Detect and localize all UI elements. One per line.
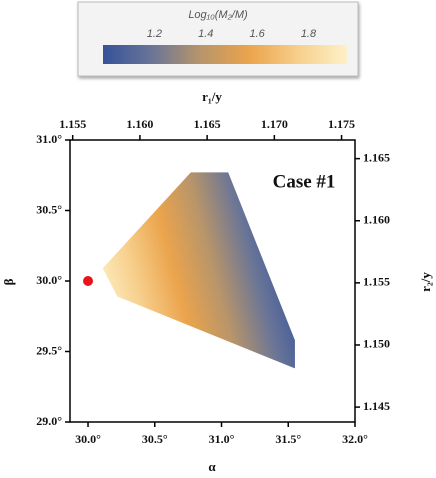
y-tick-label: 30.0°	[36, 273, 62, 287]
x2-tick-label: 1.160	[126, 117, 153, 131]
x-tick-label: 31.0°	[209, 432, 235, 446]
y-tick-label: 30.5°	[36, 202, 62, 216]
x2-tick-label: 1.155	[59, 117, 86, 131]
x-tick-label: 31.5°	[275, 432, 301, 446]
y2-tick-label: 1.150	[363, 337, 390, 351]
colorbar-tick-label: 1.2	[147, 28, 162, 40]
y2-tick-label: 1.165	[363, 150, 390, 164]
region	[102, 172, 295, 369]
y-axis-label: β	[1, 278, 16, 285]
x-axis-label: α	[208, 459, 216, 474]
x2-tick-label: 1.165	[194, 117, 221, 131]
x-tick-label: 30.0°	[75, 432, 101, 446]
y2-tick-label: 1.155	[363, 275, 390, 289]
x2-axis-label: r₁/y	[202, 89, 222, 104]
x-tick-label: 30.5°	[142, 432, 168, 446]
colorbar-tick-label: 1.4	[198, 28, 213, 40]
y2-tick-label: 1.145	[363, 399, 390, 413]
annotation: Case #1	[273, 171, 336, 192]
y2-axis-label: r₂/y	[418, 272, 433, 292]
y-tick-label: 29.5°	[36, 343, 62, 357]
y2-tick-label: 1.160	[363, 212, 390, 226]
colorbar-tick-label: 1.8	[301, 28, 317, 40]
colorbar-tick-label: 1.6	[249, 28, 265, 40]
colorbar	[103, 45, 347, 64]
x2-tick-label: 1.170	[261, 117, 288, 131]
point	[83, 276, 94, 286]
colorbar-label: Log₁₀(M₂/M)	[188, 9, 248, 21]
y-tick-label: 31.0°	[36, 132, 62, 146]
x2-tick-label: 1.175	[328, 117, 355, 131]
x-tick-label: 32.0°	[342, 432, 368, 446]
y-tick-label: 29.0°	[36, 414, 62, 428]
